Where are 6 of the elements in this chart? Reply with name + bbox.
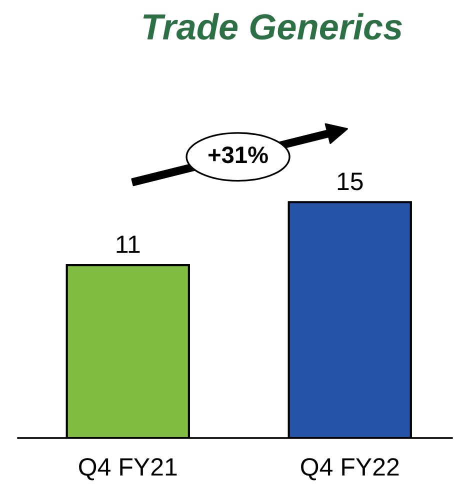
text: +31% <box>208 146 268 164</box>
data-label: 11 <box>116 236 140 253</box>
data-label: 15 <box>338 172 363 190</box>
x-tick-label: Q4 FY22 <box>301 458 399 480</box>
x-tick-label: Q4 FY21 <box>79 458 177 480</box>
chart-title: Trade Generics <box>143 13 402 40</box>
